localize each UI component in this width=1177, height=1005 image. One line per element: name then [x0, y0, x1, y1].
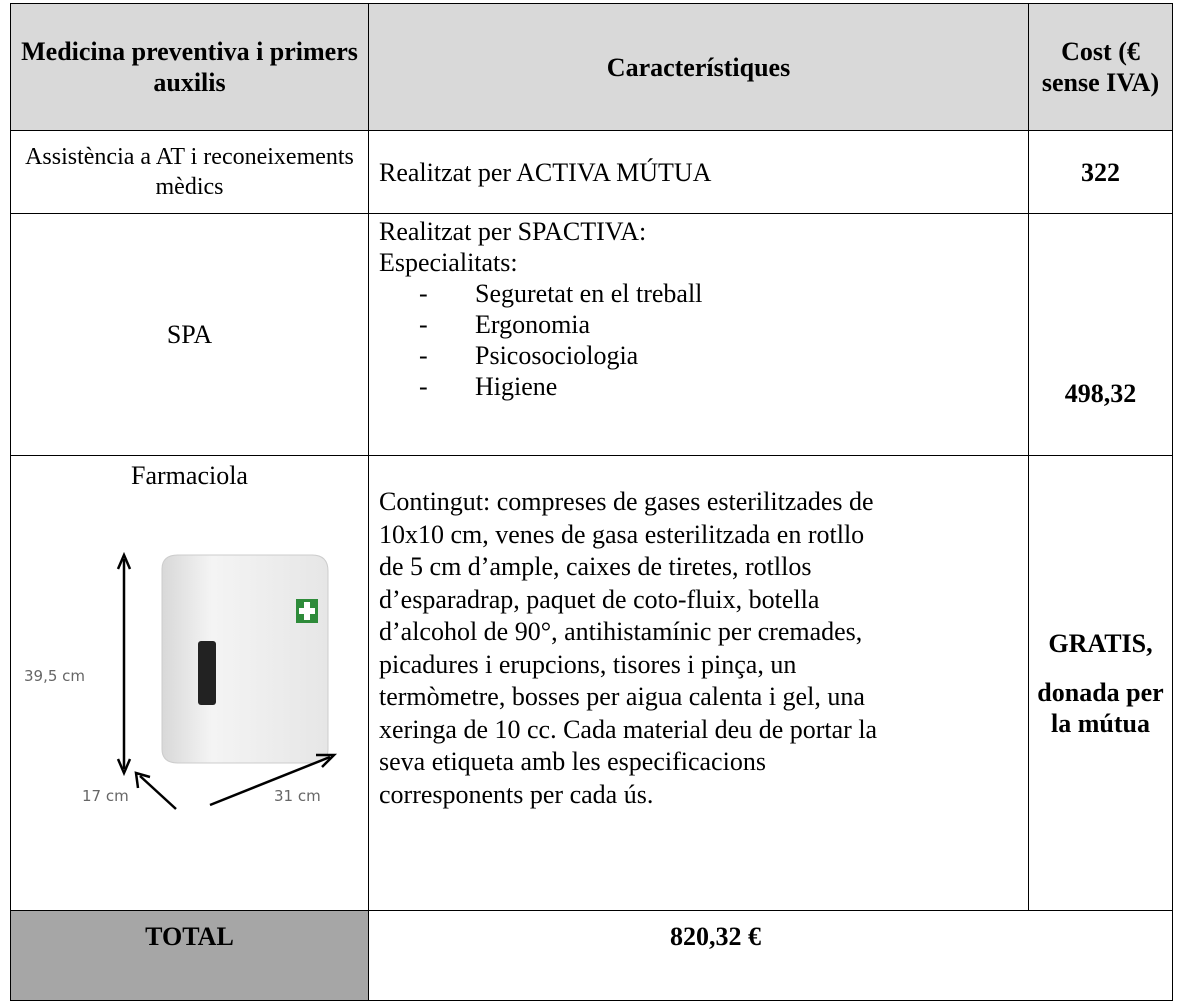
image-label: 31 cm [274, 787, 321, 805]
list-item: Ergonomia [419, 309, 1018, 340]
total-value: 820,32 € [368, 910, 1173, 1001]
name: Farmaciola [131, 461, 248, 490]
description-cell: Realitzat per ACTIVA MÚTUA [368, 130, 1029, 214]
name-cell: Assistència a AT i reconeixements mèdics [10, 130, 369, 214]
list-item: Psicosociologia [419, 340, 1018, 371]
description: Realitzat per SPACTIVA: [379, 217, 647, 246]
cost-text: donada per la mútua [1037, 677, 1164, 738]
cost-table: Medicina preventiva i primers auxilis Ca… [10, 3, 1173, 1001]
text-line: picadures i erupcions, tisores i pinça, … [379, 649, 797, 679]
header-row: Medicina preventiva i primers auxilis Ca… [10, 3, 1173, 131]
text-line: xeringa de 10 cc. Cada material deu de p… [379, 714, 878, 744]
cost-text: GRATIS, [1048, 628, 1153, 658]
first-aid-image: 39,5 cm 17 cm 31 cm [24, 551, 337, 810]
cost-cell: GRATIS, donada per la mútua [1028, 455, 1173, 911]
cost-cell: 322 [1028, 130, 1173, 214]
subtitle: Especialitats: [379, 248, 518, 277]
text-line: de 5 cm d’ample, caixes de tiretes, rotl… [379, 552, 812, 581]
text-line: seva etiqueta amb les especificacions [379, 747, 766, 776]
name-cell: SPA [10, 213, 369, 456]
total-label: TOTAL [10, 910, 369, 1001]
item-text: Higiene [475, 372, 558, 401]
cost-cell: 498,32 [1028, 213, 1173, 456]
image-label: 39,5 cm [24, 667, 85, 685]
description-cell: Contingut: compreses de gases esterilitz… [368, 455, 1029, 911]
list-item: Higiene [419, 371, 1018, 402]
text-line: d’esparadrap, paquet de coto-fluix, bote… [379, 584, 820, 614]
text-line: 10x10 cm, venes de gasa esterilitzada en… [379, 519, 865, 549]
row: Farmaciola 39,5 cm 17 cm 31 cm Contingut… [10, 455, 1173, 911]
header-cell: Cost (€ sense IVA) [1028, 3, 1173, 131]
row: Assistència a AT i reconeixements mèdics… [10, 130, 1173, 214]
item-text: Psicosociologia [475, 341, 639, 370]
total-row: TOTAL 820,32 € [10, 910, 1173, 1001]
text-line: Contingut: compreses de gases esterilitz… [379, 487, 874, 516]
text-line: corresponents per cada ús. [379, 779, 654, 809]
text-line: d’alcohol de 90°, antihistamínic per cre… [379, 617, 863, 646]
list: Seguretat en el treball Ergonomia Psicos… [379, 278, 1018, 402]
image-label: 17 cm [82, 787, 129, 805]
row: SPA Realitzat per SPACTIVA: Especialitat… [10, 213, 1173, 456]
name-cell: Farmaciola 39,5 cm 17 cm 31 cm [10, 455, 369, 911]
item-text: Seguretat en el treball [475, 279, 703, 308]
description-cell: Realitzat per SPACTIVA: Especialitats: S… [368, 213, 1029, 456]
item-text: Ergonomia [475, 310, 591, 339]
header-cell: Característiques [368, 3, 1029, 131]
header-cell: Medicina preventiva i primers auxilis [10, 3, 369, 131]
text-line: termòmetre, bosses per aigua calenta i g… [379, 682, 865, 711]
list-item: Seguretat en el treball [419, 278, 1018, 309]
